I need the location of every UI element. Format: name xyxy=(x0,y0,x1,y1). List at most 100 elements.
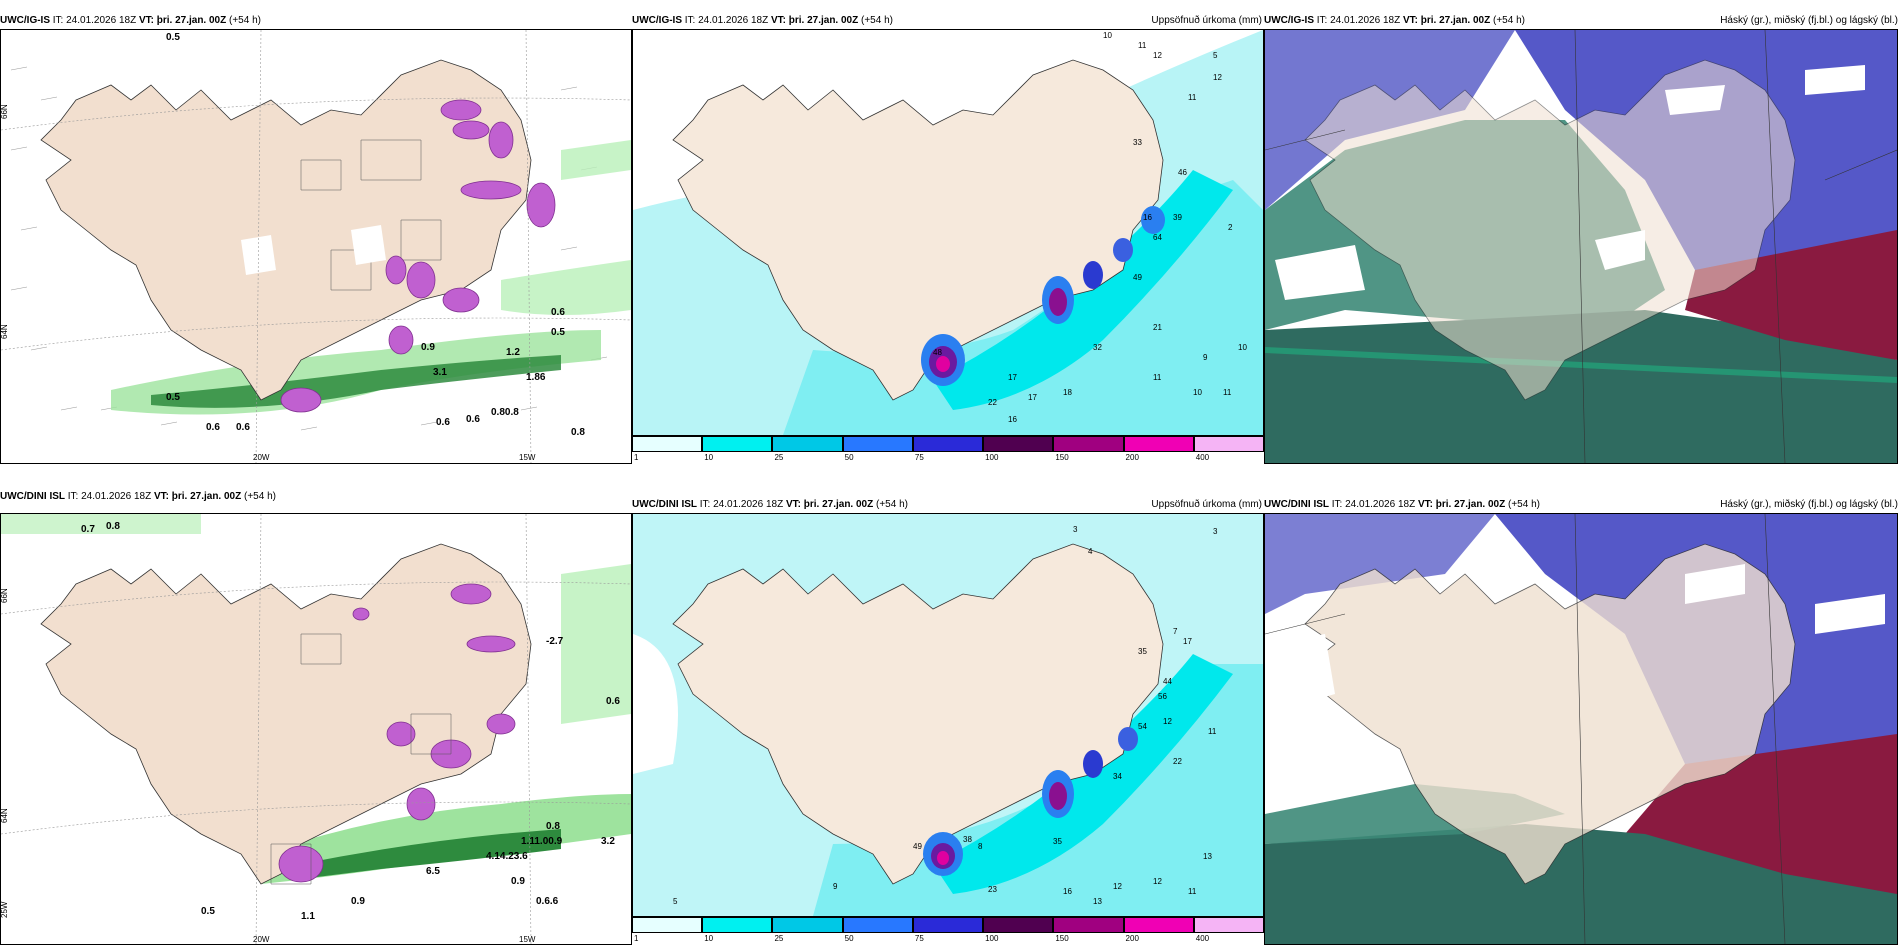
svg-text:1.1: 1.1 xyxy=(301,911,315,922)
svg-text:64N: 64N xyxy=(1,808,9,823)
svg-text:13: 13 xyxy=(1203,852,1212,861)
svg-text:22: 22 xyxy=(988,398,997,407)
svg-text:0.6.6: 0.6.6 xyxy=(536,896,559,907)
panel-2-header: UWC/IG-IS IT: 24.01.2026 18Z VT: þri. 27… xyxy=(632,13,1264,29)
panel-5-header: UWC/DINI ISL IT: 24.01.2026 18Z VT: þri.… xyxy=(632,497,1264,513)
colorbar-tick: 1 xyxy=(634,934,639,943)
svg-text:4: 4 xyxy=(1088,547,1093,556)
field-title: Uppsöfnuð úrkoma (mm) xyxy=(1151,499,1262,510)
lead-time: (+54 h) xyxy=(861,15,893,26)
svg-text:11: 11 xyxy=(1138,41,1147,50)
value-label: 1.86 xyxy=(526,372,546,383)
svg-text:11: 11 xyxy=(1208,727,1217,736)
colorbar-swatch xyxy=(1123,917,1194,933)
init-time: 24.01.2026 18Z xyxy=(698,15,769,26)
value-label: 0.5 xyxy=(166,392,180,403)
svg-text:0.7: 0.7 xyxy=(81,524,95,535)
value-label: 0.9 xyxy=(421,342,435,353)
panel-2-map: 10 11 12 5 12 11 2 33 46 39 16 64 49 48 … xyxy=(632,29,1264,436)
svg-text:32: 32 xyxy=(1093,343,1102,352)
colorbar-swatch xyxy=(842,917,913,933)
svg-text:56: 56 xyxy=(1158,692,1167,701)
panel-3-map xyxy=(1264,29,1898,464)
colorbar-tick: 75 xyxy=(914,934,924,943)
colorbar-tick: 10 xyxy=(704,453,714,462)
init-time: 24.01.2026 18Z xyxy=(1345,499,1416,510)
svg-text:10: 10 xyxy=(1193,388,1202,397)
init-time: 24.01.2026 18Z xyxy=(81,491,152,502)
lead-time: (+54 h) xyxy=(1508,499,1540,510)
svg-text:12: 12 xyxy=(1153,877,1162,886)
svg-text:12: 12 xyxy=(1163,717,1172,726)
svg-text:12: 12 xyxy=(1213,73,1222,82)
model-name: UWC/IG-IS xyxy=(0,15,50,26)
svg-text:16: 16 xyxy=(1063,887,1072,896)
colorbar-swatch xyxy=(1123,436,1194,452)
model-name: UWC/DINI ISL xyxy=(0,491,65,502)
panel-1-wind-precip-igis: UWC/IG-IS IT: 24.01.2026 18Z VT: þri. 27… xyxy=(0,13,632,464)
colorbar-tick: 150 xyxy=(1055,453,1069,462)
value-label: 0.6 xyxy=(436,417,450,428)
svg-text:18: 18 xyxy=(1063,388,1072,397)
colorbar-swatch xyxy=(842,436,913,452)
colorbar-swatch xyxy=(912,917,984,933)
panel-6-header: UWC/DINI ISL IT: 24.01.2026 18Z VT: þri.… xyxy=(1264,497,1900,513)
colorbar-tick: 10 xyxy=(704,934,714,943)
svg-text:11: 11 xyxy=(1223,388,1232,397)
svg-text:33: 33 xyxy=(1133,138,1142,147)
svg-text:13: 13 xyxy=(1093,897,1102,906)
svg-text:7: 7 xyxy=(1173,627,1178,636)
colorbar-swatch xyxy=(1053,436,1124,452)
svg-text:16: 16 xyxy=(1143,213,1152,222)
svg-text:9: 9 xyxy=(1203,353,1208,362)
svg-text:11: 11 xyxy=(1188,93,1197,102)
svg-text:9: 9 xyxy=(833,882,838,891)
value-label: 0.6 xyxy=(551,307,565,318)
panel-2-accum-precip-igis: UWC/IG-IS IT: 24.01.2026 18Z VT: þri. 27… xyxy=(632,13,1264,464)
colorbar-swatch xyxy=(1053,917,1124,933)
valid-time: þri. 27.jan. 00Z xyxy=(171,491,242,502)
svg-text:3.2: 3.2 xyxy=(601,836,615,847)
svg-text:0.8: 0.8 xyxy=(546,821,560,832)
svg-text:2: 2 xyxy=(1228,223,1233,232)
svg-text:10: 10 xyxy=(1103,31,1112,40)
svg-text:39: 39 xyxy=(1173,213,1182,222)
model-name: UWC/DINI ISL xyxy=(1264,499,1329,510)
panel-1-header: UWC/IG-IS IT: 24.01.2026 18Z VT: þri. 27… xyxy=(0,13,632,29)
svg-text:64: 64 xyxy=(1153,233,1162,242)
colorbar-tick: 1 xyxy=(634,453,639,462)
panel-6-map xyxy=(1264,513,1898,945)
lead-time: (+54 h) xyxy=(876,499,908,510)
svg-text:38: 38 xyxy=(963,835,972,844)
model-name: UWC/IG-IS xyxy=(1264,15,1314,26)
svg-text:17: 17 xyxy=(1008,373,1017,382)
svg-text:1.11.00.9: 1.11.00.9 xyxy=(521,836,563,847)
svg-text:0.6: 0.6 xyxy=(606,696,620,707)
field-title: Háský (gr.), miðský (fj.bl.) og lágský (… xyxy=(1720,15,1898,26)
colorbar-swatch xyxy=(632,436,703,452)
svg-text:12: 12 xyxy=(1153,51,1162,60)
svg-text:16: 16 xyxy=(1008,415,1017,424)
colorbar-tick: 400 xyxy=(1195,934,1210,943)
init-time: 24.01.2026 18Z xyxy=(66,15,137,26)
value-label: 0.80.8 xyxy=(491,407,519,418)
svg-text:8: 8 xyxy=(978,842,983,851)
panel-5-map: 3 3 4 7 12 17 35 44 56 54 34 35 22 23 16… xyxy=(632,513,1264,917)
colorbar-swatch xyxy=(983,917,1054,933)
svg-text:3: 3 xyxy=(1213,527,1218,536)
valid-time: þri. 27.jan. 00Z xyxy=(788,15,859,26)
colorbar-tick: 150 xyxy=(1055,934,1069,943)
svg-text:25W: 25W xyxy=(1,901,9,918)
svg-text:4.14.23.6: 4.14.23.6 xyxy=(486,851,528,862)
lat-label-64n: 64N xyxy=(1,324,9,339)
svg-text:35: 35 xyxy=(1053,837,1062,846)
valid-time: þri. 27.jan. 00Z xyxy=(156,15,227,26)
panel-4-wind-precip-dini: UWC/DINI ISL IT: 24.01.2026 18Z VT: þri.… xyxy=(0,491,632,945)
svg-text:44: 44 xyxy=(1163,677,1172,686)
field-title: Háský (gr.), miðský (fj.bl.) og lágský (… xyxy=(1720,499,1898,510)
colorbar-swatch xyxy=(1193,917,1264,933)
svg-text:54: 54 xyxy=(1138,722,1147,731)
colorbar-tick: 400 xyxy=(1195,453,1210,462)
init-time: 24.01.2026 18Z xyxy=(713,499,784,510)
svg-text:21: 21 xyxy=(1153,323,1162,332)
